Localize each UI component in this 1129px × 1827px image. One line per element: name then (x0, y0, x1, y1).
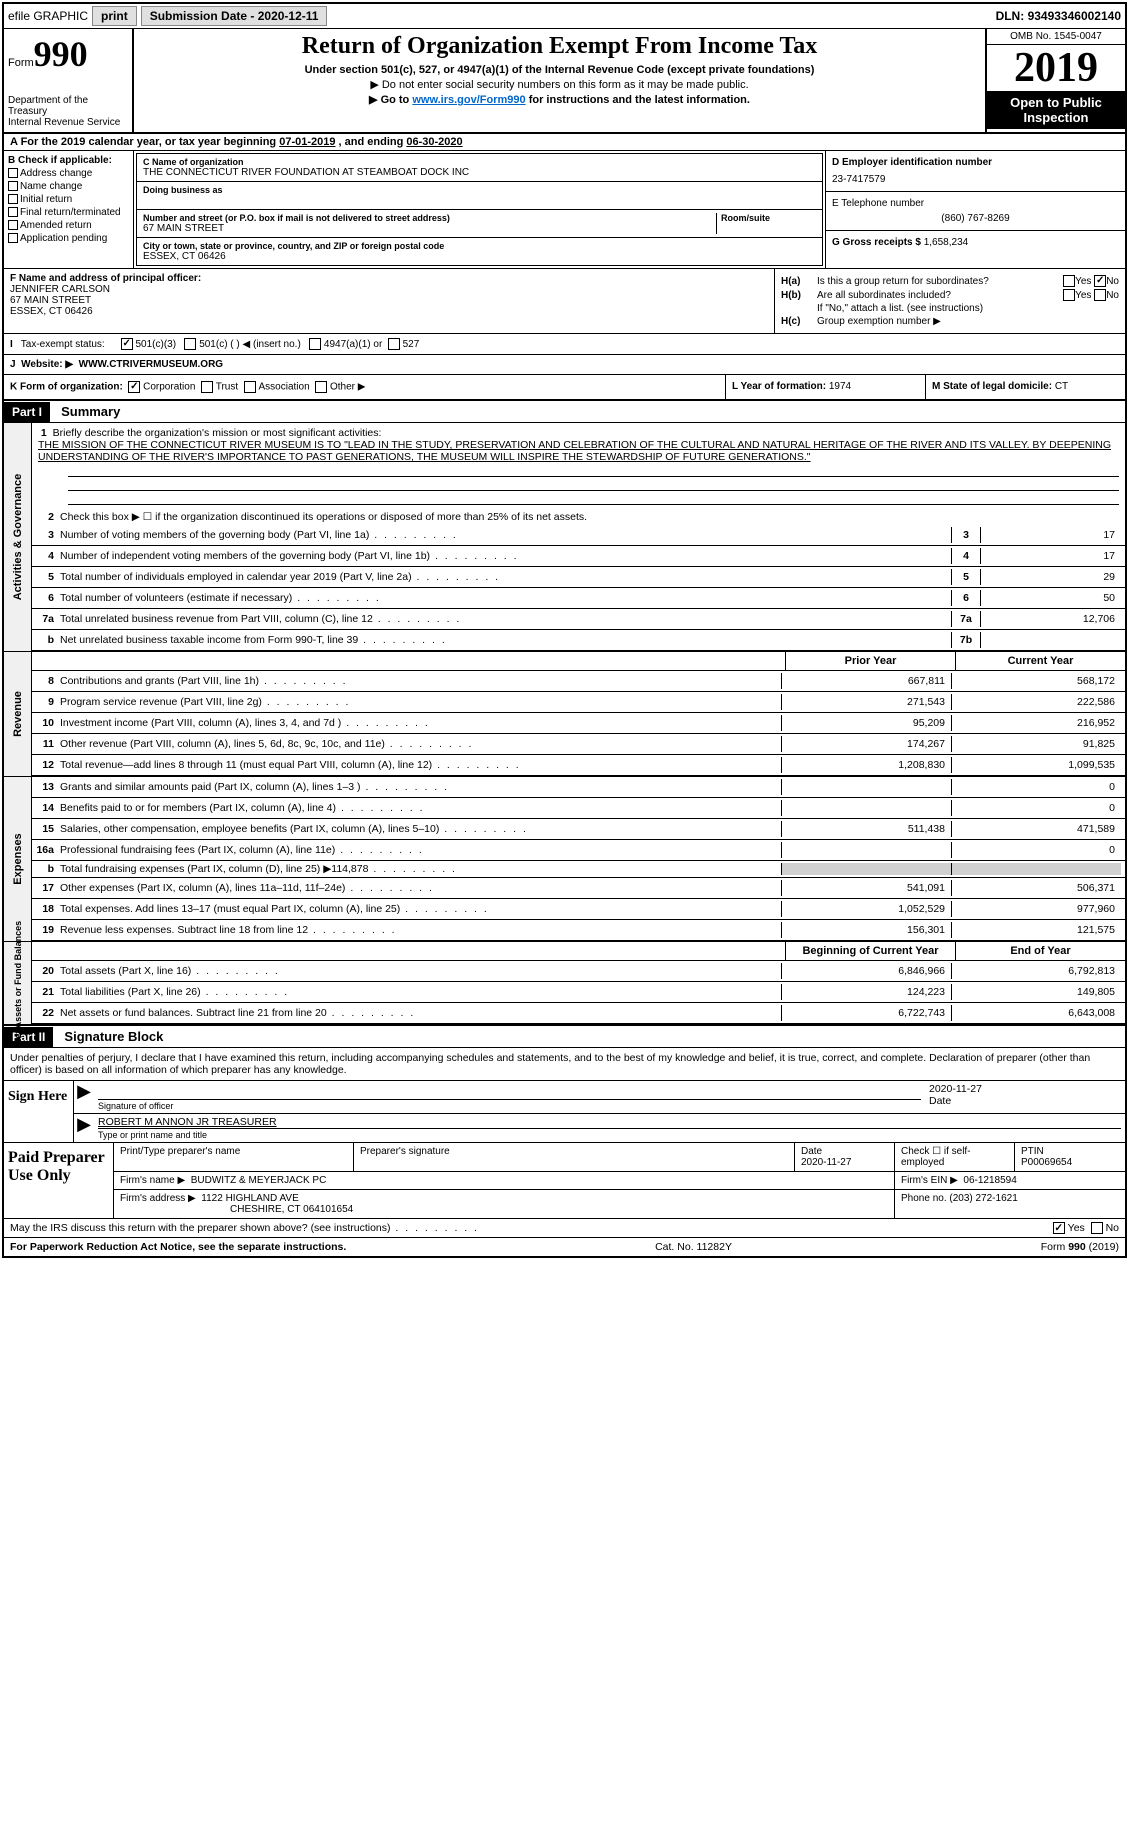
irs-link[interactable]: www.irs.gov/Form990 (412, 94, 525, 106)
section-f-h: F Name and address of principal officer:… (4, 269, 1125, 334)
summary-line: 16aProfessional fundraising fees (Part I… (32, 840, 1125, 861)
checkbox-addr-change[interactable] (8, 168, 18, 178)
summary-line: 17Other expenses (Part IX, column (A), l… (32, 878, 1125, 899)
street: 67 MAIN STREET (143, 223, 716, 234)
checkbox-name-change[interactable] (8, 181, 18, 191)
section-c: C Name of organization THE CONNECTICUT R… (134, 151, 825, 268)
form-title-block: Return of Organization Exempt From Incom… (134, 29, 985, 132)
section-b: B Check if applicable: Address change Na… (4, 151, 134, 268)
expenses-section: Expenses 13Grants and similar amounts pa… (4, 776, 1125, 941)
chk-corp[interactable] (128, 381, 140, 393)
governance-section: Activities & Governance 1 Briefly descri… (4, 423, 1125, 651)
summary-line: 15Salaries, other compensation, employee… (32, 819, 1125, 840)
section-b-to-g: B Check if applicable: Address change Na… (4, 151, 1125, 269)
part-2-header: Part II Signature Block (4, 1024, 1125, 1048)
print-button[interactable]: print (92, 6, 137, 26)
discuss-row: May the IRS discuss this return with the… (4, 1219, 1125, 1238)
discuss-yes[interactable] (1053, 1222, 1065, 1234)
summary-line: 22Net assets or fund balances. Subtract … (32, 1003, 1125, 1024)
form-990: efile GRAPHIC print Submission Date - 20… (2, 2, 1127, 1258)
year-block: OMB No. 1545-0047 2019 Open to Public In… (985, 29, 1125, 132)
summary-line: 12Total revenue—add lines 8 through 11 (… (32, 755, 1125, 776)
summary-line: bTotal fundraising expenses (Part IX, co… (32, 861, 1125, 878)
h-a-yes[interactable] (1063, 275, 1075, 287)
balances-section: Net Assets or Fund Balances Beginning of… (4, 941, 1125, 1024)
submission-date-button[interactable]: Submission Date - 2020-12-11 (141, 6, 328, 26)
org-name: THE CONNECTICUT RIVER FOUNDATION AT STEA… (143, 167, 816, 178)
city: ESSEX, CT 06426 (143, 251, 816, 262)
summary-line: 10Investment income (Part VIII, column (… (32, 713, 1125, 734)
ein: 23-7417579 (832, 174, 1119, 185)
form-title: Return of Organization Exempt From Incom… (138, 33, 981, 60)
footer: For Paperwork Reduction Act Notice, see … (4, 1238, 1125, 1256)
summary-line: 11Other revenue (Part VIII, column (A), … (32, 734, 1125, 755)
section-j: J Website: ▶ WWW.CTRIVERMUSEUM.ORG (4, 355, 1125, 375)
signature-block: Under penalties of perjury, I declare th… (4, 1048, 1125, 1238)
signature-arrow-icon: ▶ (74, 1081, 94, 1113)
chk-trust[interactable] (201, 381, 213, 393)
summary-line: 13Grants and similar amounts paid (Part … (32, 777, 1125, 798)
signature-arrow-icon: ▶ (74, 1114, 94, 1142)
h-a-no[interactable] (1094, 275, 1106, 287)
h-b-yes[interactable] (1063, 289, 1075, 301)
section-i: I Tax-exempt status: 501(c)(3) 501(c) ( … (4, 334, 1125, 355)
chk-501c[interactable] (184, 338, 196, 350)
chk-4947[interactable] (309, 338, 321, 350)
h-b-no[interactable] (1094, 289, 1106, 301)
website: WWW.CTRIVERMUSEUM.ORG (79, 359, 223, 370)
summary-line: 5Total number of individuals employed in… (32, 567, 1125, 588)
checkbox-final[interactable] (8, 207, 18, 217)
part-1-header: Part I Summary (4, 401, 1125, 423)
summary-line: 21Total liabilities (Part X, line 26)124… (32, 982, 1125, 1003)
summary-line: 20Total assets (Part X, line 16)6,846,96… (32, 961, 1125, 982)
mission-text: THE MISSION OF THE CONNECTICUT RIVER MUS… (38, 439, 1111, 463)
checkbox-pending[interactable] (8, 233, 18, 243)
header-bar: efile GRAPHIC print Submission Date - 20… (4, 4, 1125, 29)
form-number-block: Form990 Department of the Treasury Inter… (4, 29, 134, 132)
chk-other[interactable] (315, 381, 327, 393)
revenue-section: Revenue Prior Year Current Year 8Contrib… (4, 651, 1125, 776)
summary-line: 18Total expenses. Add lines 13–17 (must … (32, 899, 1125, 920)
summary-line: 7aTotal unrelated business revenue from … (32, 609, 1125, 630)
chk-assoc[interactable] (244, 381, 256, 393)
section-h: H(a) Is this a group return for subordin… (775, 269, 1125, 333)
summary-line: 4Number of independent voting members of… (32, 546, 1125, 567)
discuss-no[interactable] (1091, 1222, 1103, 1234)
summary-line: 14Benefits paid to or for members (Part … (32, 798, 1125, 819)
gross-receipts: 1,658,234 (924, 237, 969, 248)
period-row: A For the 2019 calendar year, or tax yea… (4, 134, 1125, 151)
phone: (860) 767-8269 (832, 213, 1119, 224)
chk-501c3[interactable] (121, 338, 133, 350)
dln: DLN: 93493346002140 (996, 9, 1121, 23)
section-f: F Name and address of principal officer:… (4, 269, 775, 333)
checkbox-initial[interactable] (8, 194, 18, 204)
efile-label: efile GRAPHIC (8, 9, 88, 23)
section-k-l-m: K Form of organization: Corporation Trus… (4, 375, 1125, 401)
summary-line: 9Program service revenue (Part VIII, lin… (32, 692, 1125, 713)
summary-line: 6Total number of volunteers (estimate if… (32, 588, 1125, 609)
form-header: Form990 Department of the Treasury Inter… (4, 29, 1125, 134)
summary-line: 19Revenue less expenses. Subtract line 1… (32, 920, 1125, 941)
section-d-e-g: D Employer identification number 23-7417… (825, 151, 1125, 268)
checkbox-amended[interactable] (8, 220, 18, 230)
summary-line: 8Contributions and grants (Part VIII, li… (32, 671, 1125, 692)
summary-line: 3Number of voting members of the governi… (32, 525, 1125, 546)
summary-line: bNet unrelated business taxable income f… (32, 630, 1125, 651)
chk-527[interactable] (388, 338, 400, 350)
